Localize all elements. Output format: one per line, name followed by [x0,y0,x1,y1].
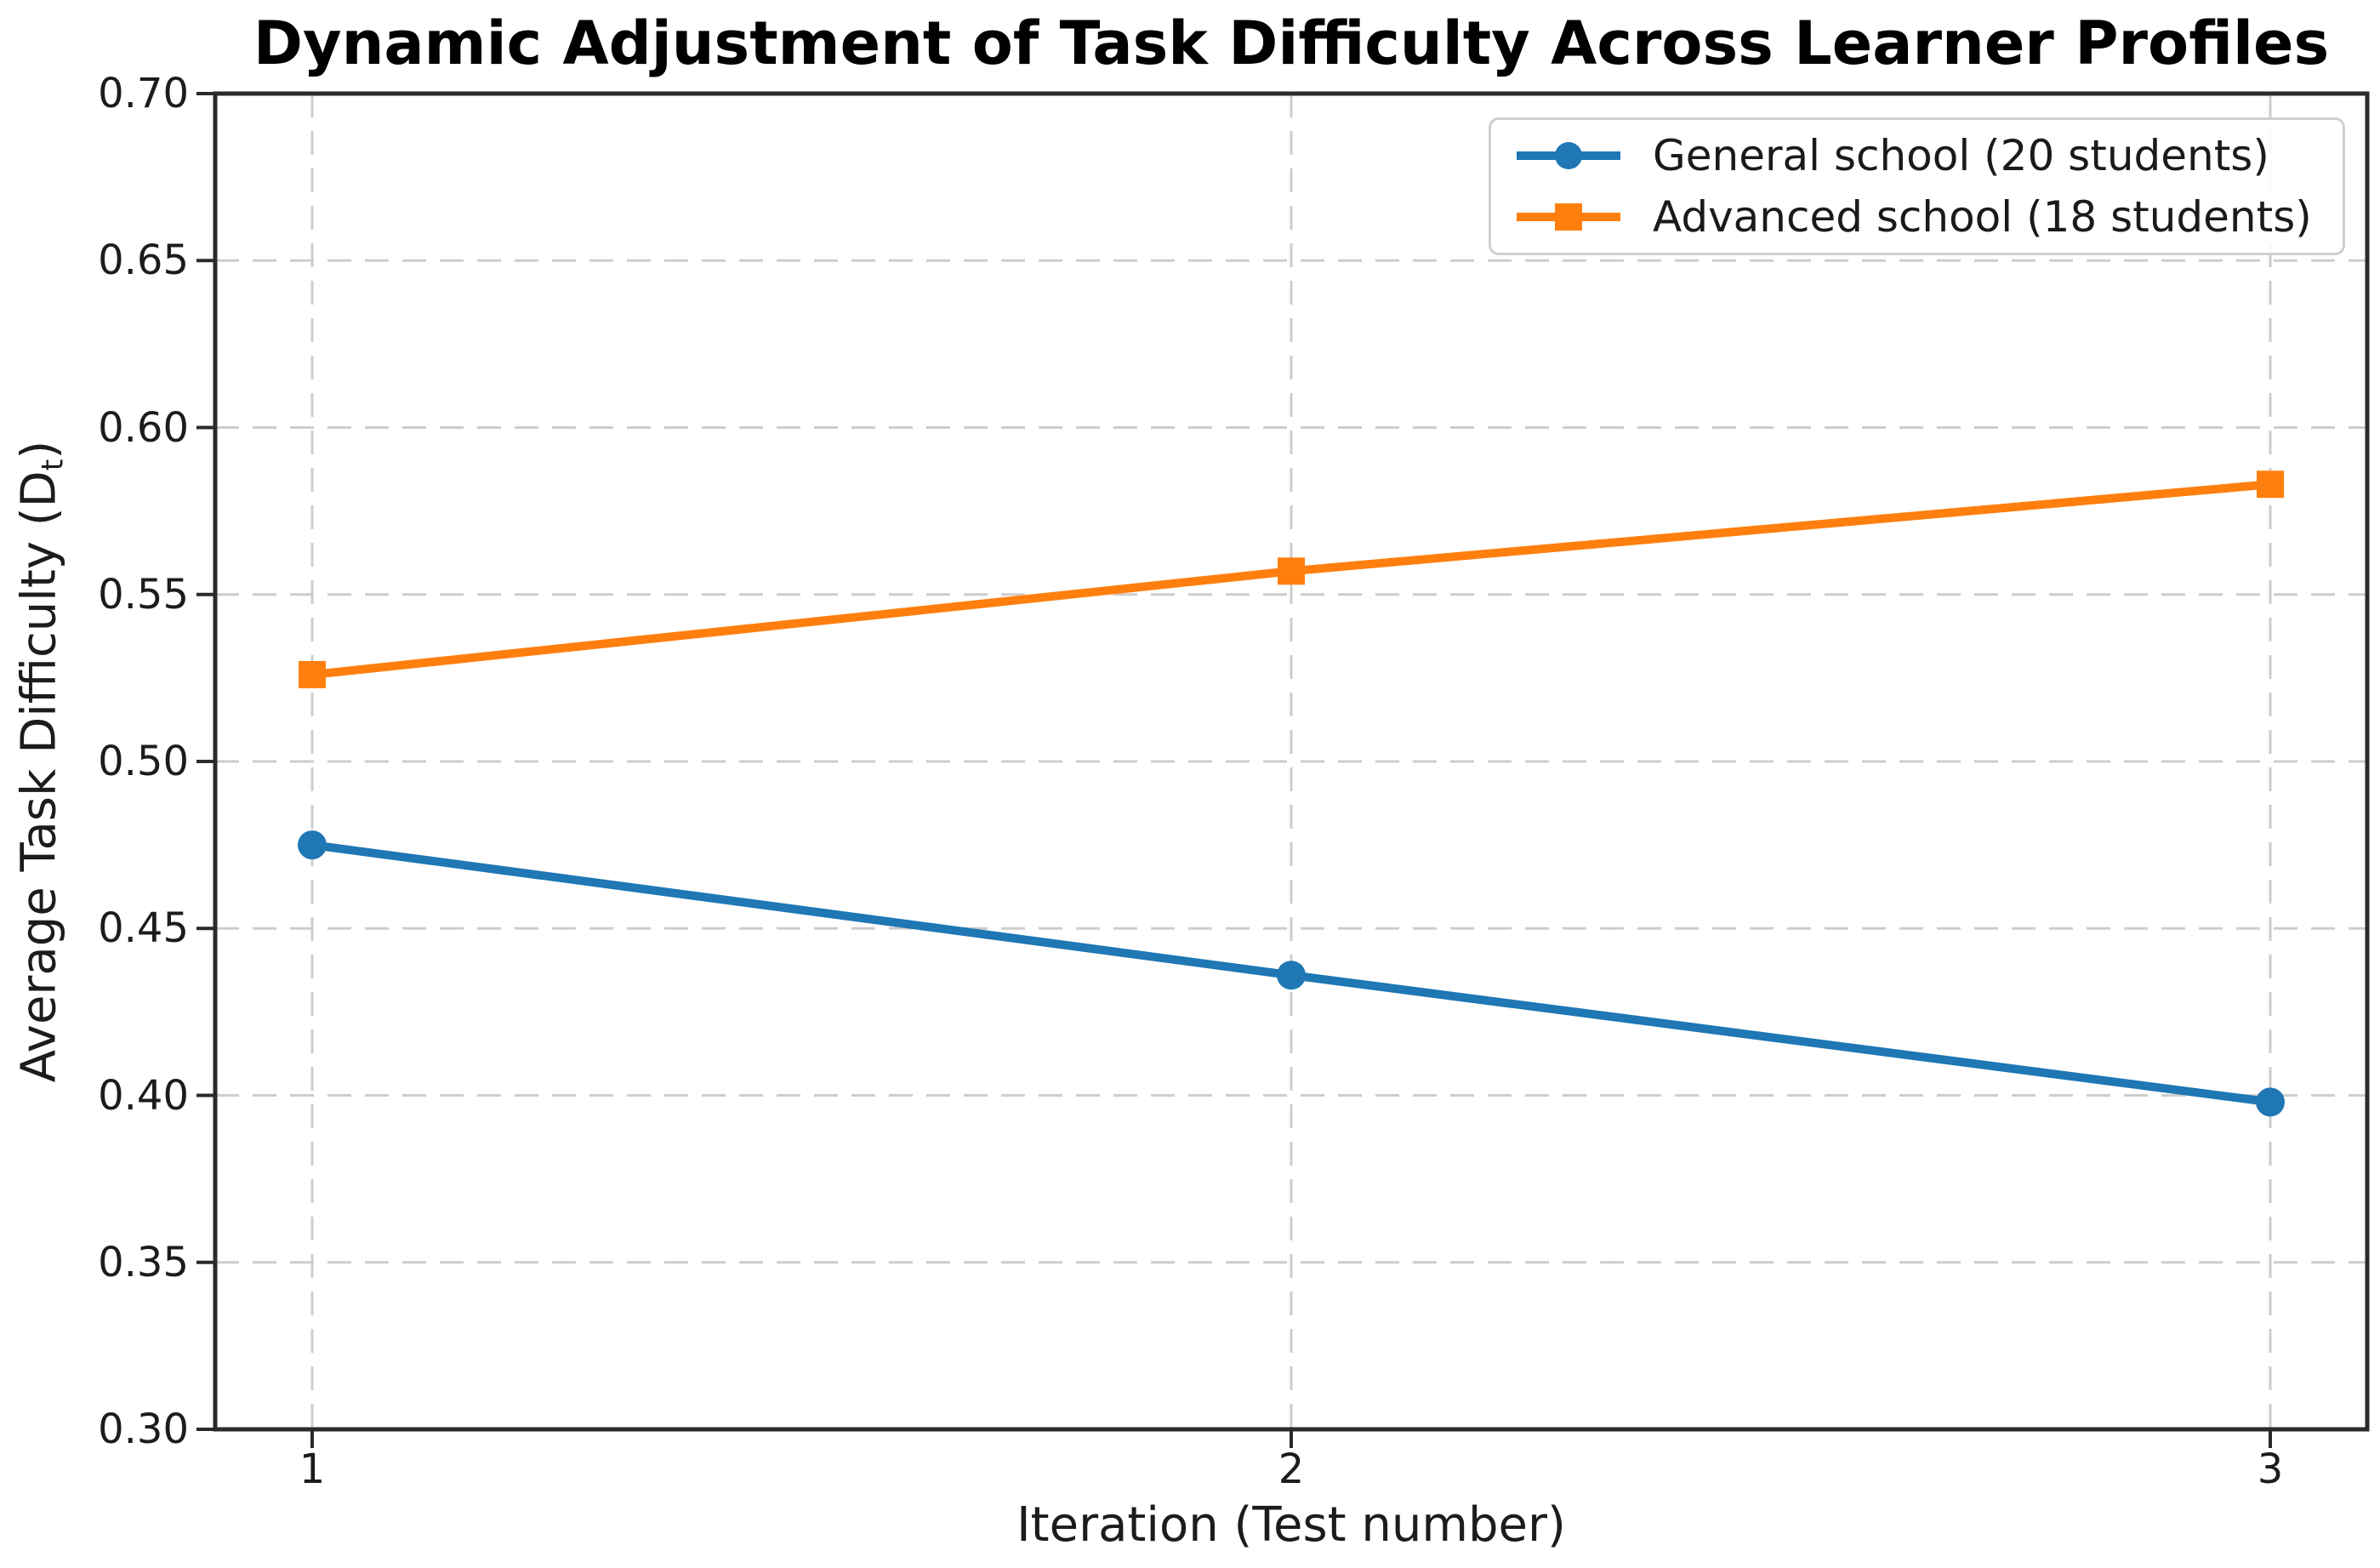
x-axis-label: Iteration (Test number) [1016,1497,1566,1553]
legend-item-general-school: General school (20 students) [1513,131,2343,180]
legend-line-square-marker-icon [1517,203,1620,231]
y-tick-label: 0.30 [98,1405,189,1453]
y-axis-label-subscript: t [36,459,71,471]
legend: General school (20 students) Advanced sc… [1489,117,2345,255]
y-tick-label: 0.60 [98,403,189,452]
y-tick-label: 0.70 [98,70,189,117]
legend-label-general-school: General school (20 students) [1653,131,2269,180]
y-tick-label: 0.65 [98,237,189,285]
y-tick-label: 0.40 [98,1071,189,1120]
y-tick-label: 0.35 [98,1238,189,1286]
y-tick-label: 0.45 [98,904,189,953]
y-tick-label: 0.55 [98,570,189,619]
x-tick-label: 3 [2257,1445,2284,1493]
legend-item-advanced-school: Advanced school (18 students) [1513,192,2343,242]
gridlines [215,94,2367,1429]
axes-frame [196,91,2370,1448]
x-tick-label: 2 [1278,1445,1305,1493]
chart-title: Dynamic Adjustment of Task Difficulty Ac… [253,9,2330,78]
legend-label-advanced-school: Advanced school (18 students) [1653,192,2312,242]
x-tick-label: 1 [299,1445,326,1493]
y-tick-label: 0.50 [98,738,189,785]
data-series [298,470,2285,1117]
legend-line-circle-marker-icon [1517,142,1620,169]
